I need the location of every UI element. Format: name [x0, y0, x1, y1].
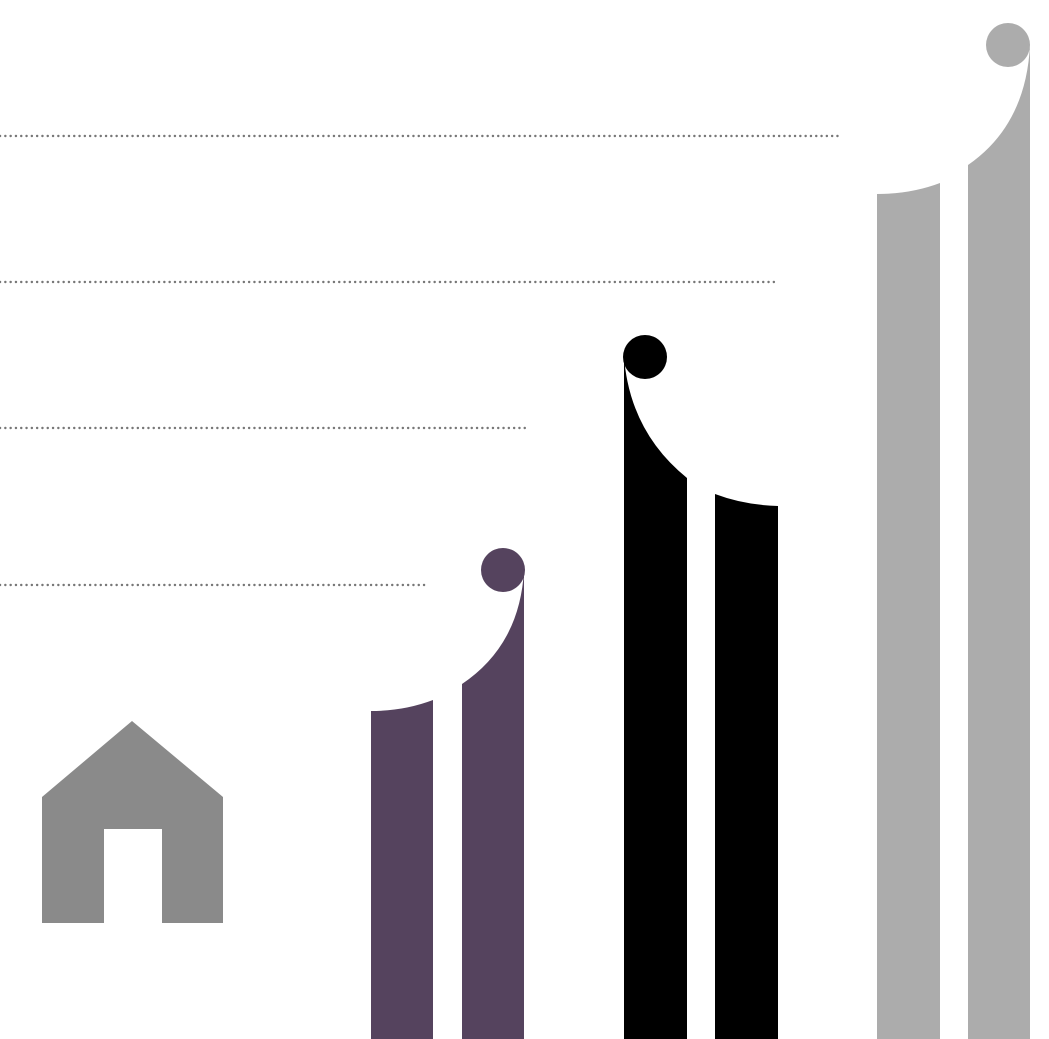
bar-group-2-right-bar	[715, 494, 778, 1039]
bar-group-3	[877, 23, 1030, 1039]
bar-group-2	[623, 335, 778, 1039]
bar-group-2-dot	[623, 335, 667, 379]
bar-group-3-left-bar	[877, 183, 940, 1039]
bar-group-1-dot	[481, 548, 525, 592]
bar-group-1	[371, 548, 525, 1039]
home-icon	[42, 721, 223, 923]
bar-group-2-left-bar	[624, 357, 687, 1039]
bar-group-3-dot	[986, 23, 1030, 67]
bar-group-1-right-bar	[462, 570, 524, 1039]
bar-group-1-left-bar	[371, 700, 433, 1039]
bar-group-3-right-bar	[968, 45, 1030, 1039]
guide-lines	[0, 134, 842, 587]
